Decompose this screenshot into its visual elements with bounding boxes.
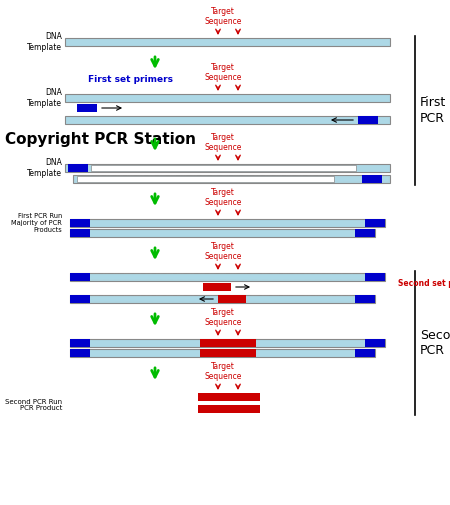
Bar (198, 405, 260, 413)
Text: First set primers: First set primers (87, 75, 172, 84)
Bar (70, 219, 90, 227)
Bar (70, 349, 375, 357)
Text: Target
Sequence: Target Sequence (204, 242, 242, 261)
Text: Target
Sequence: Target Sequence (204, 133, 242, 152)
Bar (355, 295, 375, 303)
Text: First PCR Run
Majority of PCR
Products: First PCR Run Majority of PCR Products (11, 213, 62, 233)
Text: Target
Sequence: Target Sequence (204, 7, 242, 26)
Bar (218, 295, 246, 303)
Bar (198, 393, 260, 401)
Bar (70, 295, 375, 303)
Bar (91, 165, 356, 171)
Bar (355, 349, 375, 357)
Bar (68, 164, 88, 172)
Bar (74, 176, 389, 182)
Bar (70, 273, 385, 281)
Text: DNA
Template: DNA Template (27, 32, 62, 52)
Text: Target
Sequence: Target Sequence (204, 188, 242, 207)
Bar (200, 349, 256, 357)
Bar (70, 229, 90, 237)
Bar (65, 116, 390, 124)
Bar (70, 295, 90, 303)
Bar (70, 339, 385, 347)
Bar (73, 175, 390, 183)
Bar (65, 38, 390, 46)
Bar (365, 219, 385, 227)
Bar (70, 273, 90, 281)
Bar (362, 175, 382, 183)
Bar (70, 349, 90, 357)
Bar (77, 104, 97, 112)
Text: Second
PCR: Second PCR (420, 329, 450, 357)
Bar (71, 274, 384, 280)
Bar (200, 339, 256, 347)
Bar (65, 164, 390, 172)
Text: Target
Sequence: Target Sequence (204, 308, 242, 327)
Text: Target
Sequence: Target Sequence (204, 63, 242, 82)
Bar (203, 283, 231, 291)
Bar (71, 296, 374, 302)
Bar (70, 229, 375, 237)
Bar (70, 339, 90, 347)
Text: DNA
Template: DNA Template (27, 158, 62, 178)
Text: Second PCR Run
PCR Product: Second PCR Run PCR Product (5, 398, 62, 412)
Text: DNA
Template: DNA Template (27, 88, 62, 108)
Text: First
PCR: First PCR (420, 96, 446, 125)
Bar (65, 94, 390, 102)
Text: Second set primers: Second set primers (398, 278, 450, 287)
Bar (358, 116, 378, 124)
Bar (355, 229, 375, 237)
Text: Copyright PCR Station: Copyright PCR Station (5, 132, 196, 147)
Bar (70, 219, 385, 227)
Bar (77, 176, 334, 182)
Text: Target
Sequence: Target Sequence (204, 362, 242, 381)
Bar (365, 273, 385, 281)
Bar (365, 339, 385, 347)
